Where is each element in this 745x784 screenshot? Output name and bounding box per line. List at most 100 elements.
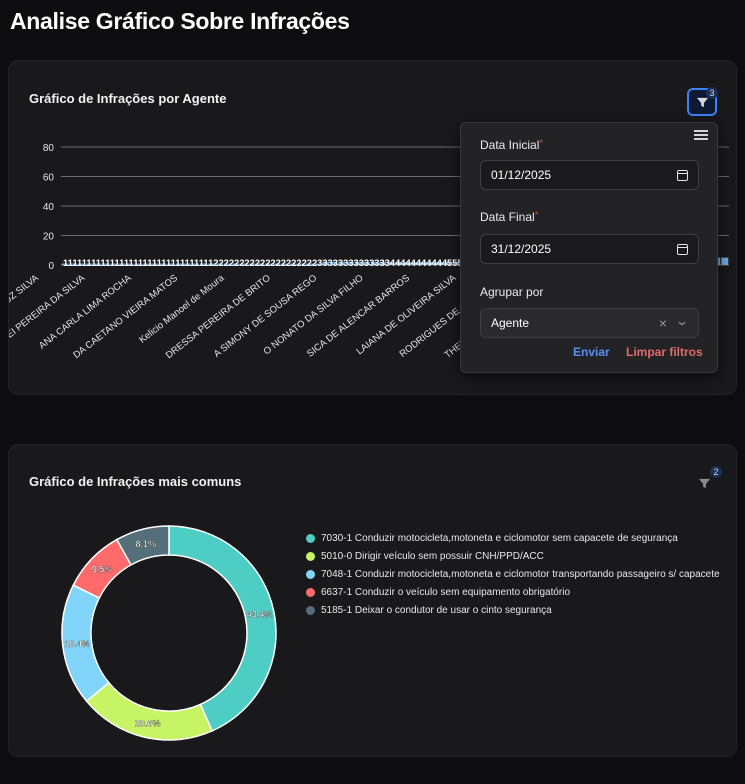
bar[interactable] [232,263,240,265]
bar[interactable] [281,263,289,265]
bar[interactable] [403,262,411,265]
donut-legend: 7030-1 Conduzir motocicleta,motoneta e c… [306,529,720,619]
x-tick-label: ANA CARLA LIMA ROCHA [37,272,134,351]
bar[interactable] [346,262,354,265]
bar[interactable] [134,263,142,265]
start-date-input[interactable]: 01/12/2025 [480,160,699,190]
bar[interactable] [289,263,297,265]
bar[interactable] [721,257,729,265]
bar[interactable] [411,262,419,265]
bar[interactable] [387,262,395,265]
bar[interactable] [191,263,199,265]
bar[interactable] [167,263,175,265]
calendar-icon[interactable] [677,169,688,181]
end-date-label: Data Final* [480,210,539,224]
legend-marker [306,587,315,597]
bar[interactable] [354,262,362,265]
bar[interactable] [126,263,134,265]
y-tick-label: 20 [43,232,55,243]
filter-popover: Data Inicial* 01/12/2025 Data Final* 31/… [460,122,718,373]
bar[interactable] [257,263,264,265]
slice-data-label: 20.6% [135,719,161,729]
bar[interactable] [330,262,338,265]
clear-icon[interactable]: × [658,315,667,331]
legend-item[interactable]: 7030-1 Conduzir motocicleta,motoneta e c… [306,529,720,547]
legend-label: 7048-1 Conduzir motocicleta,motoneta e c… [321,568,720,580]
bar[interactable] [379,262,387,265]
legend-item[interactable]: 7048-1 Conduzir motocicleta,motoneta e c… [306,565,720,583]
common-filter-button[interactable]: 2 [689,466,722,497]
bar[interactable] [322,262,330,265]
slice-data-label: 18.4% [64,639,90,649]
bar[interactable] [395,262,403,265]
legend-label: 6637-1 Conduzir o veículo sem equipament… [321,586,571,598]
legend-marker [306,533,315,543]
hamburger-icon[interactable] [694,128,708,140]
bar[interactable] [362,262,370,265]
y-tick-label: 40 [43,202,55,213]
bar[interactable] [371,262,379,265]
filter-count-badge: 3 [706,87,718,99]
bar[interactable] [452,262,460,265]
bar[interactable] [419,262,427,265]
legend-marker [306,605,315,615]
bar[interactable] [297,263,305,265]
chevron-down-icon[interactable]: ⌄ [674,314,690,328]
bar[interactable] [175,263,183,265]
filter-count-badge: 2 [710,466,722,478]
bar[interactable] [118,263,126,265]
end-date-input[interactable]: 31/12/2025 [480,234,699,264]
group-by-select[interactable]: Agente × ⌄ [480,308,699,338]
filter-icon [698,478,710,488]
bar[interactable] [142,263,150,265]
bar[interactable] [110,263,118,265]
legend-marker [306,569,315,579]
bar[interactable] [208,263,216,265]
bar[interactable] [77,263,85,265]
bar[interactable] [314,263,321,265]
bar[interactable] [428,262,436,265]
infractions-donut-chart: 43.4% 20.6% 18.4% 9.5% 8.1% [61,525,277,741]
legend-label: 5010-0 Dirigir veículo sem possuir CNH/P… [321,550,544,562]
bar[interactable] [183,263,191,265]
y-tick-label: 80 [43,143,55,154]
end-date-value: 31/12/2025 [491,242,552,256]
bar[interactable] [69,263,77,265]
calendar-icon[interactable] [677,243,688,255]
bar[interactable] [85,263,93,265]
bar[interactable] [338,262,346,265]
bar[interactable] [248,263,256,265]
bar[interactable] [159,263,167,265]
bar[interactable] [199,263,207,265]
donut-slice[interactable] [115,525,170,566]
legend-marker [306,551,315,561]
donut-slice[interactable] [85,681,214,741]
y-tick-label: 60 [43,173,55,184]
bar[interactable] [273,263,281,265]
slice-data-label: 43.4% [247,609,273,619]
bar[interactable] [102,263,110,265]
agents-chart-title: Gráfico de Infrações por Agente [29,91,227,106]
bar[interactable] [436,262,444,265]
donut-slice[interactable] [168,525,277,732]
bar[interactable] [444,262,452,265]
bar[interactable] [265,263,273,265]
bar[interactable] [240,263,248,265]
bar[interactable] [305,263,313,265]
x-tick-label: LUZ SILVA [9,272,41,309]
common-infractions-title: Gráfico de Infrações mais comuns [29,474,242,489]
bar[interactable] [216,263,224,265]
bar[interactable] [61,263,69,265]
bar-data-labels: 1111111111111111111111111111111122222222… [63,258,473,268]
agents-filter-button[interactable]: 3 [687,87,718,116]
bar[interactable] [94,263,102,265]
start-date-label: Data Inicial* [480,138,543,152]
bar[interactable] [151,263,159,265]
legend-item[interactable]: 5010-0 Dirigir veículo sem possuir CNH/P… [306,547,720,565]
submit-button[interactable]: Enviar [573,345,610,359]
legend-item[interactable]: 5185-1 Deixar o condutor de usar o cinto… [306,601,720,619]
legend-item[interactable]: 6637-1 Conduzir o veículo sem equipament… [306,583,720,601]
bar[interactable] [224,263,232,265]
clear-filters-button[interactable]: Limpar filtros [626,345,703,359]
page-title: Analise Gráfico Sobre Infrações [10,8,350,34]
